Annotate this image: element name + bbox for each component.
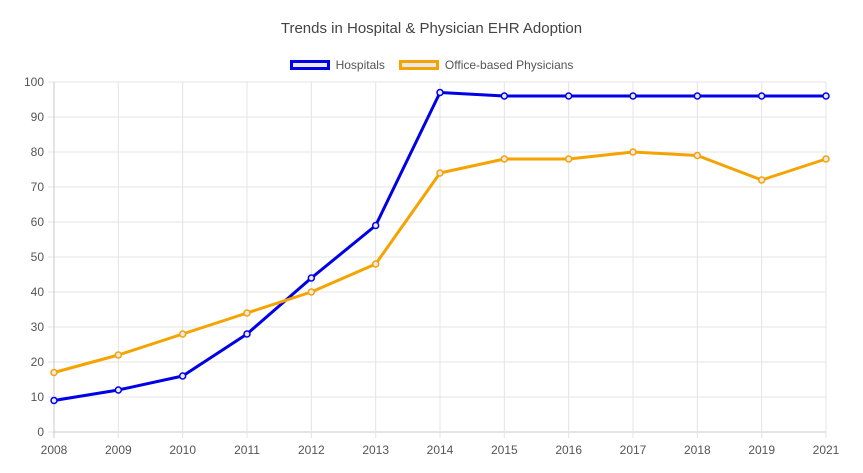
y-tick-label: 30 (31, 320, 45, 334)
legend-label-hospitals: Hospitals (335, 58, 385, 72)
data-point-0 (564, 92, 573, 100)
data-point-1 (757, 176, 766, 184)
data-point-0 (178, 372, 187, 380)
y-tick-label: 40 (31, 285, 45, 299)
legend-label-physicians: Office-based Physicians (444, 58, 574, 72)
data-point-0 (436, 88, 444, 97)
legend-swatch-physicians (398, 60, 439, 70)
x-tick-label: 2009 (105, 443, 132, 457)
data-point-0 (822, 92, 830, 100)
y-tick-label: 100 (24, 75, 44, 89)
data-point-0 (500, 92, 509, 100)
data-point-1 (500, 155, 509, 163)
data-point-0 (50, 396, 58, 405)
data-point-0 (371, 221, 380, 230)
x-tick-label: 2021 (813, 443, 840, 457)
legend-item-hospitals[interactable]: Hospitals (289, 58, 385, 72)
x-tick-label: 2019 (748, 443, 775, 457)
legend-swatch-hospitals (289, 60, 330, 70)
data-point-0 (243, 330, 251, 338)
data-point-0 (114, 386, 123, 394)
data-point-1 (371, 260, 380, 268)
data-point-1 (564, 155, 573, 163)
y-tick-label: 20 (31, 355, 45, 369)
y-tick-label: 80 (31, 145, 45, 159)
data-point-1 (243, 309, 251, 317)
data-point-0 (307, 274, 316, 282)
data-point-1 (114, 351, 123, 359)
data-point-1 (629, 148, 637, 156)
y-tick-label: 60 (31, 215, 45, 229)
x-tick-label: 2017 (620, 443, 647, 457)
data-point-1 (693, 151, 702, 160)
x-tick-label: 2008 (41, 443, 68, 457)
data-point-1 (307, 288, 316, 296)
x-tick-label: 2010 (169, 443, 196, 457)
y-tick-label: 10 (31, 390, 45, 404)
x-tick-label: 2013 (362, 443, 389, 457)
y-tick-label: 70 (31, 180, 45, 194)
data-point-1 (178, 330, 187, 338)
y-tick-label: 50 (31, 250, 45, 264)
y-tick-label: 0 (37, 425, 44, 439)
x-tick-label: 2011 (234, 443, 260, 457)
x-tick-label: 2014 (427, 443, 454, 457)
legend-item-physicians[interactable]: Office-based Physicians (398, 58, 574, 72)
data-point-1 (50, 368, 58, 377)
legend: Hospitals Office-based Physicians (0, 58, 863, 72)
data-point-0 (757, 92, 766, 100)
data-point-0 (693, 92, 702, 100)
data-point-1 (822, 155, 830, 163)
x-tick-label: 2016 (555, 443, 582, 457)
x-tick-label: 2012 (298, 443, 325, 457)
data-point-0 (629, 92, 637, 100)
data-point-1 (436, 169, 444, 177)
x-tick-label: 2018 (684, 443, 711, 457)
x-tick-label: 2015 (491, 443, 518, 457)
y-tick-label: 90 (31, 110, 45, 124)
chart-title: Trends in Hospital & Physician EHR Adopt… (280, 20, 583, 37)
